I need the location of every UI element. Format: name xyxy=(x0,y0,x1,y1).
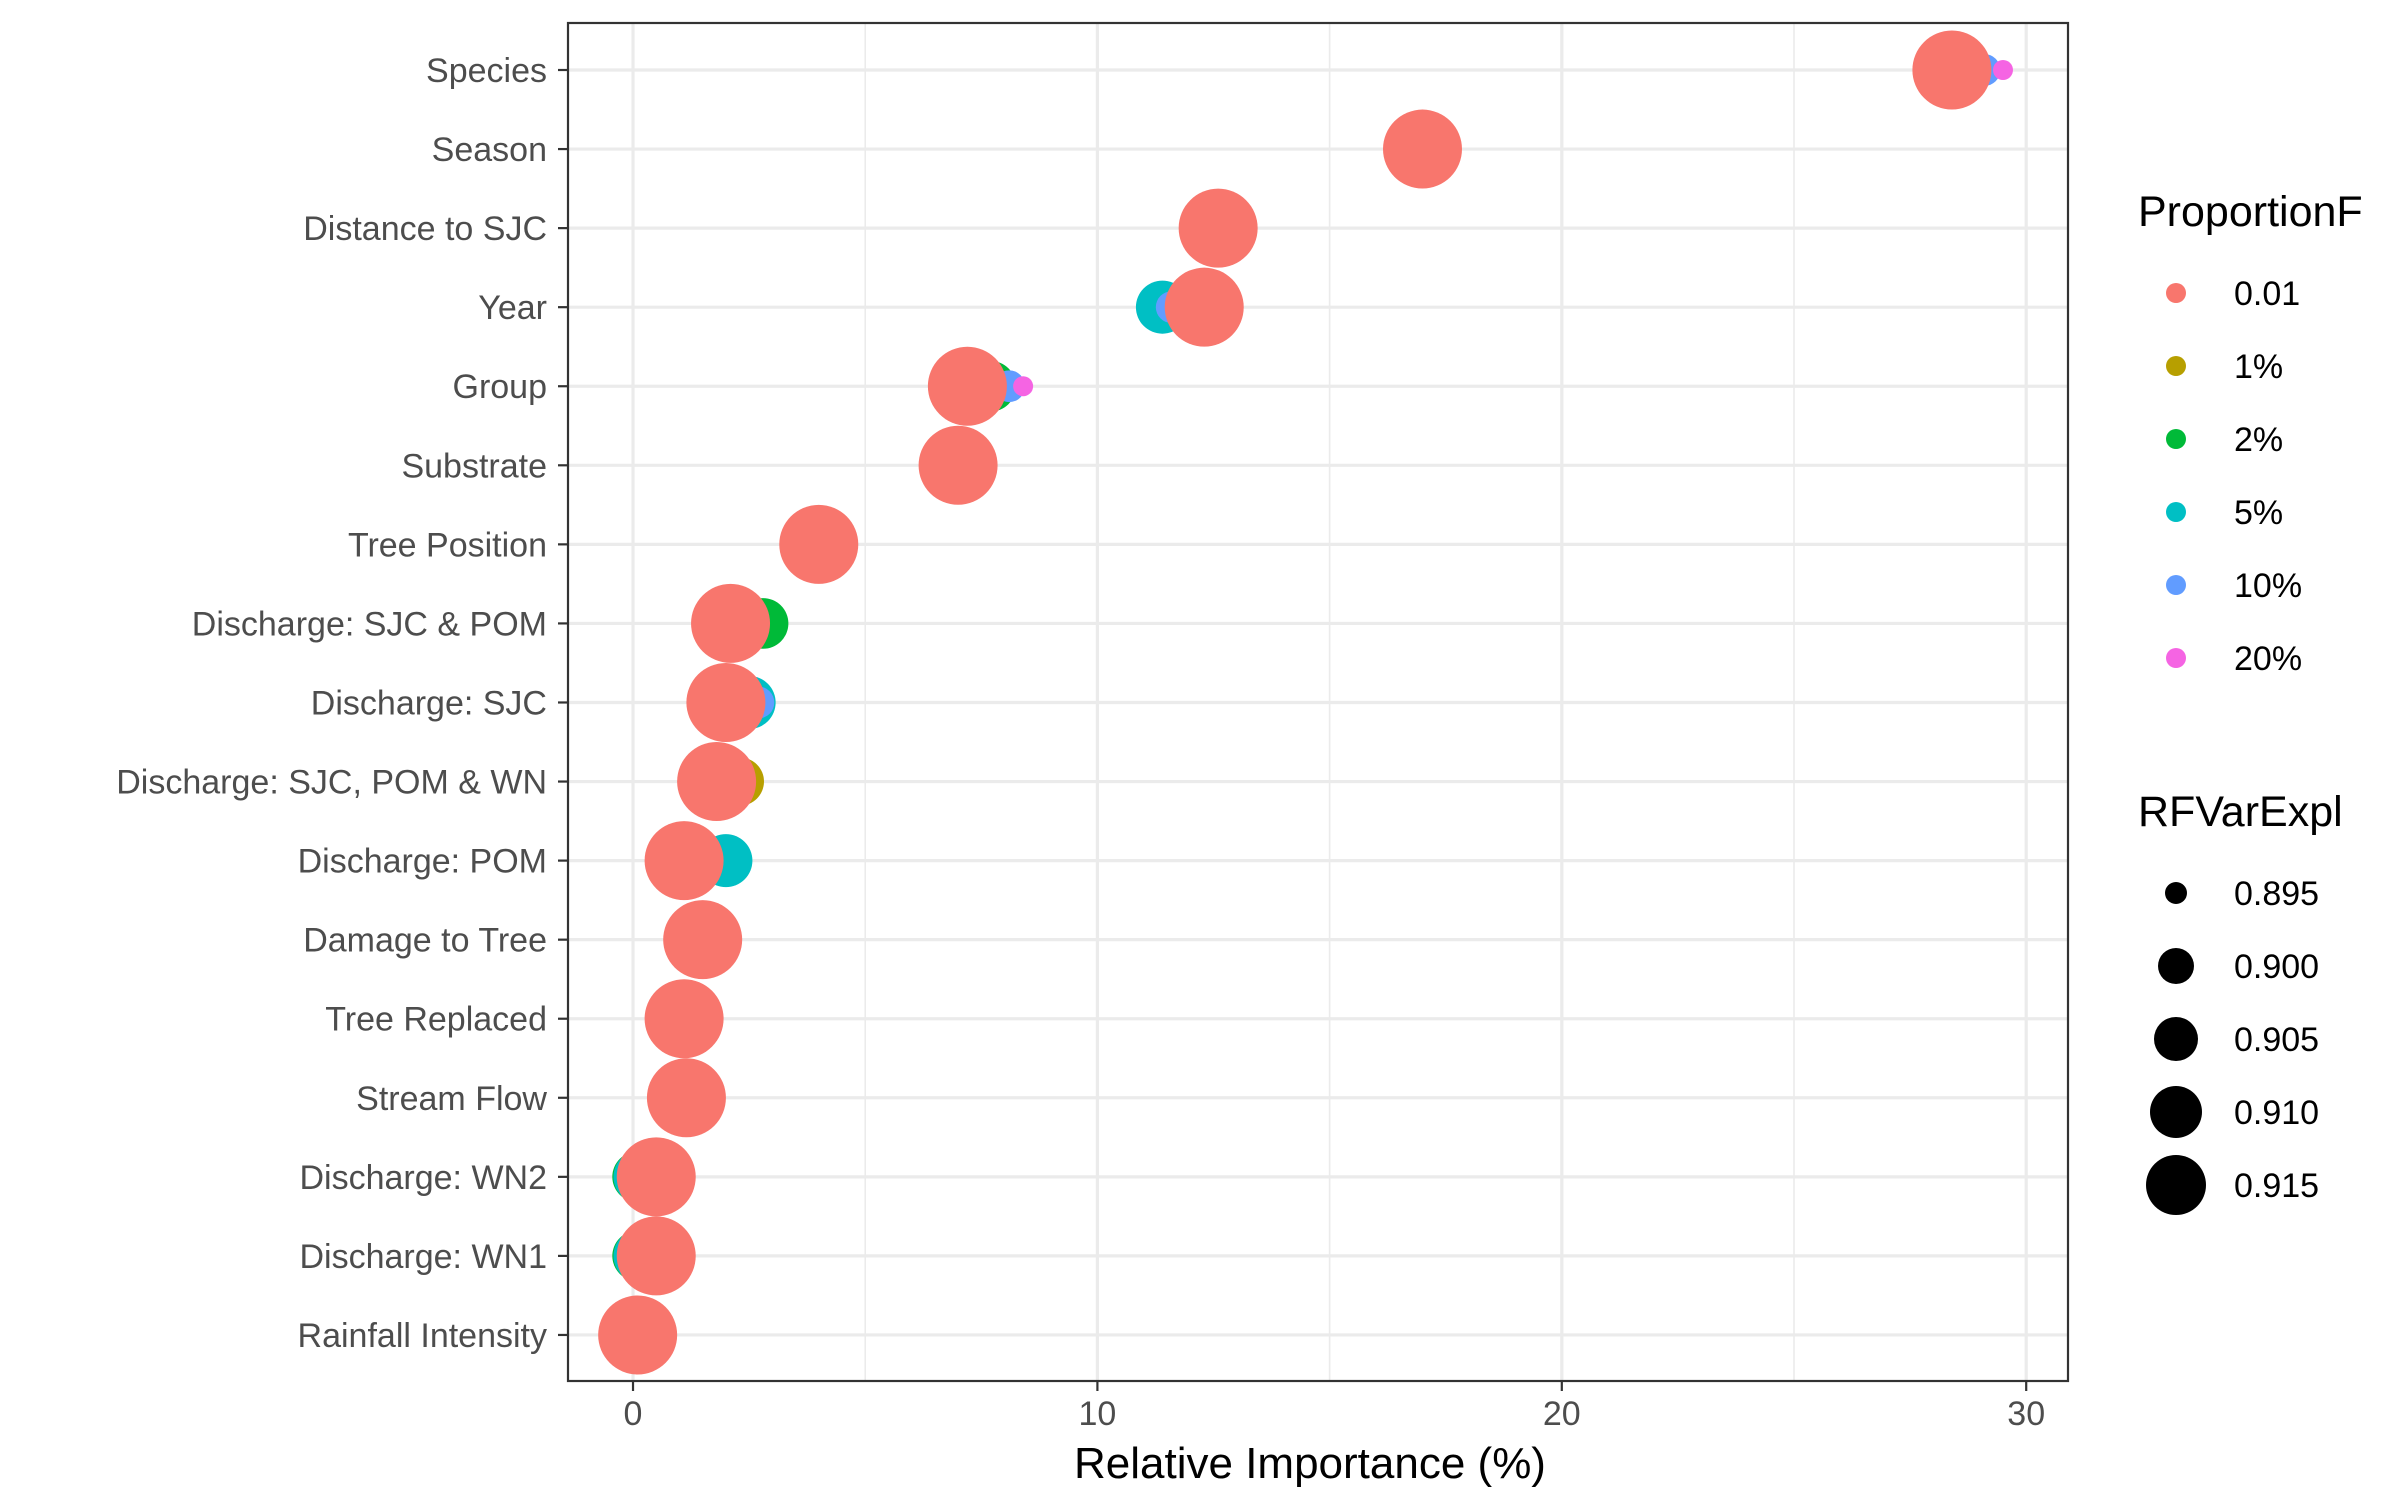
y-tick-label: Group xyxy=(453,368,548,406)
point-0-01-discharge-pom xyxy=(644,821,724,901)
point-0-01-discharge-wn1 xyxy=(616,1216,696,1296)
point-0-01-damage-to-tree xyxy=(663,900,743,980)
y-tick-label: Season xyxy=(432,131,547,169)
y-tick-label: Tree Position xyxy=(348,526,547,564)
point-0-01-discharge-sjc-pom-wn xyxy=(677,742,757,822)
legend-color-label: 0.01 xyxy=(2234,275,2300,313)
x-tick-label: 30 xyxy=(2007,1395,2045,1433)
legend-color-label: 1% xyxy=(2234,348,2283,386)
y-tick-label: Rainfall Intensity xyxy=(298,1317,547,1355)
x-axis: 0 10 20 30 xyxy=(624,1381,2045,1433)
legend-size-label: 0.905 xyxy=(2234,1021,2319,1059)
legend-color-key-1 xyxy=(2166,356,2186,376)
legend-size-label: 0.915 xyxy=(2234,1167,2319,1205)
legend-color-title: ProportionF xyxy=(2138,188,2363,236)
data-points xyxy=(598,30,2013,1375)
y-tick-label: Discharge: WN2 xyxy=(299,1159,547,1197)
x-tick-label: 20 xyxy=(1543,1395,1581,1433)
point-0-01-distance-to-sjc xyxy=(1178,188,1258,268)
legend-color-key-0-01 xyxy=(2166,283,2186,303)
x-tick-label: 10 xyxy=(1078,1395,1116,1433)
grid-lines xyxy=(568,23,2068,1381)
legend-color-key-2 xyxy=(2166,429,2186,449)
legend-size-key xyxy=(2146,1155,2206,1215)
point-0-01-year xyxy=(1164,267,1244,347)
legend-color-label: 20% xyxy=(2234,640,2302,678)
point-20-group xyxy=(1013,376,1034,397)
point-0-01-tree-position xyxy=(779,504,859,584)
legend: ProportionF 0.01 1% 2% 5% 10% 20% RFVarExpl 0.89… xyxy=(2138,188,2363,1215)
y-tick-label: Substrate xyxy=(401,447,547,485)
y-tick-label: Distance to SJC xyxy=(303,210,547,248)
legend-color-key-20 xyxy=(2166,648,2186,668)
y-tick-label: Damage to Tree xyxy=(303,922,547,960)
legend-size-title: RFVarExpl xyxy=(2138,788,2343,836)
legend-size-label: 0.910 xyxy=(2234,1094,2319,1132)
legend-color-key-10 xyxy=(2166,575,2186,595)
y-tick-label: Species xyxy=(426,52,547,90)
point-0-01-discharge-sjc xyxy=(686,662,766,742)
x-tick-label: 0 xyxy=(624,1395,643,1433)
legend-size-key xyxy=(2154,1017,2198,1061)
y-tick-label: Discharge: SJC, POM & WN xyxy=(116,764,547,802)
point-0-01-tree-replaced xyxy=(644,979,724,1059)
x-axis-title: Relative Importance (%) xyxy=(1074,1439,1546,1488)
y-tick-label: Tree Replaced xyxy=(325,1001,547,1039)
point-0-01-discharge-sjc-pom xyxy=(691,583,771,663)
legend-size-key xyxy=(2150,1086,2202,1138)
point-0-01-stream-flow xyxy=(646,1058,726,1138)
point-0-01-group xyxy=(927,346,1007,426)
y-tick-label: Discharge: SJC xyxy=(311,684,547,722)
legend-color-label: 10% xyxy=(2234,567,2302,605)
legend-size-key xyxy=(2165,882,2187,904)
point-20-species xyxy=(1992,60,2013,80)
point-0-01-substrate xyxy=(918,425,998,505)
y-tick-label: Discharge: SJC & POM xyxy=(192,605,547,643)
point-0-01-species xyxy=(1912,30,1992,110)
legend-color-label: 2% xyxy=(2234,421,2283,459)
y-tick-label: Discharge: WN1 xyxy=(299,1238,547,1276)
legend-size-label: 0.900 xyxy=(2234,948,2319,986)
legend-color-key-5 xyxy=(2166,502,2186,522)
point-0-01-rainfall-intensity xyxy=(598,1295,678,1375)
point-0-01-discharge-wn2 xyxy=(616,1137,696,1217)
point-0-01-season xyxy=(1382,109,1462,189)
y-tick-label: Discharge: POM xyxy=(298,843,547,881)
legend-color-label: 5% xyxy=(2234,494,2283,532)
y-tick-label: Stream Flow xyxy=(356,1080,547,1118)
legend-size-label: 0.895 xyxy=(2234,875,2319,913)
legend-size-key xyxy=(2158,948,2194,984)
y-tick-label: Year xyxy=(478,289,547,327)
y-axis: Species Season Distance to SJC Year Group Sub… xyxy=(116,52,568,1355)
